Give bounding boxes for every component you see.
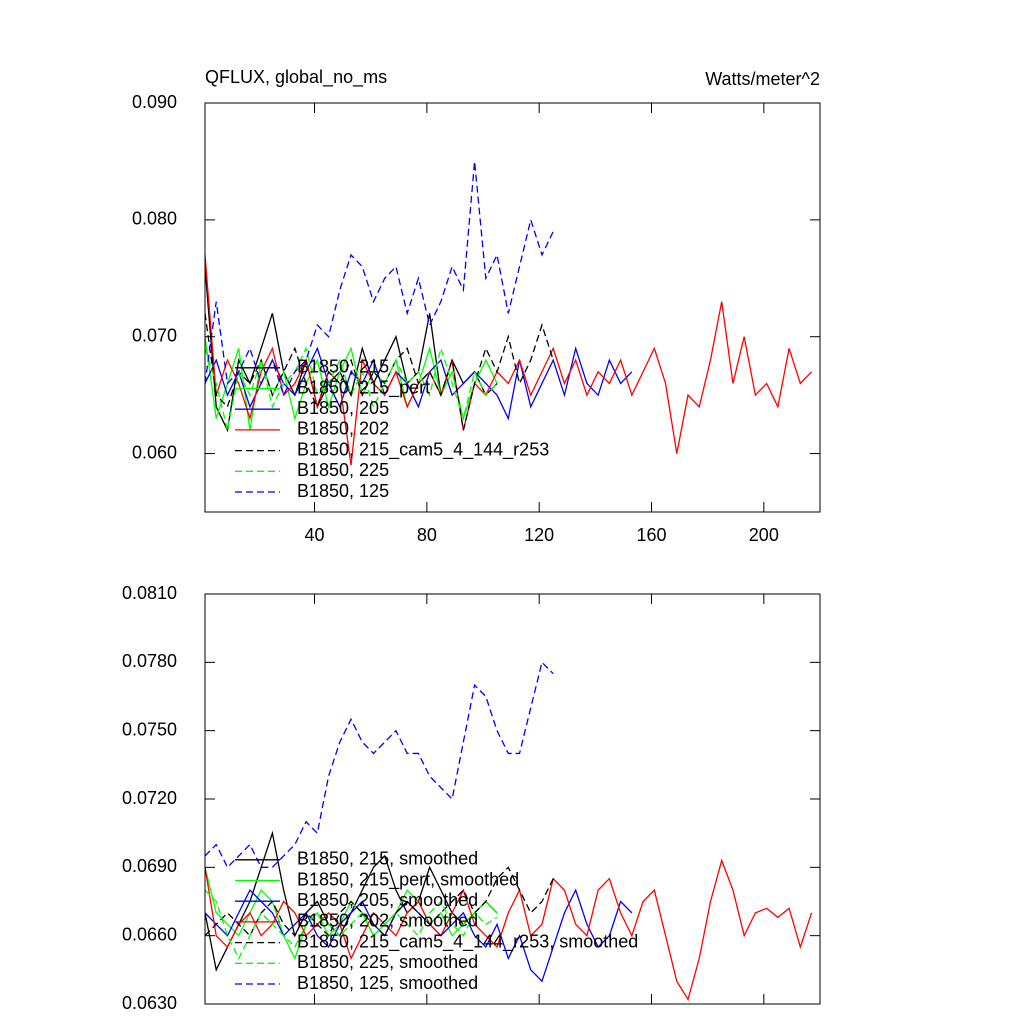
legend-label: B1850, 125, smoothed <box>297 973 478 993</box>
x-tick-label: 40 <box>305 525 325 545</box>
series-line <box>205 888 633 983</box>
y-tick-label: 0.0660 <box>122 924 177 944</box>
series-line <box>205 889 498 960</box>
series-line <box>205 858 813 1002</box>
y-tick-label: 0.0690 <box>122 856 177 876</box>
y-tick-label: 0.080 <box>132 209 177 229</box>
y-tick-label: 0.090 <box>132 92 177 112</box>
legend-label: B1850, 215_cam5_4_144_r253, smoothed <box>297 931 638 952</box>
y-tick-label: 0.0780 <box>122 651 177 671</box>
units-label: Watts/meter^2 <box>705 69 820 89</box>
x-tick-label: 200 <box>749 525 779 545</box>
series-line <box>205 161 554 397</box>
series-line <box>205 661 554 869</box>
legend-label: B1850, 215_cam5_4_144_r253 <box>297 439 549 460</box>
series-line <box>205 866 554 937</box>
legend-label: B1850, 125 <box>297 481 389 501</box>
y-tick-label: 0.070 <box>132 325 177 345</box>
x-tick-label: 120 <box>524 525 554 545</box>
series-line <box>205 313 554 431</box>
chart-title: QFLUX, global_no_ms <box>205 67 387 88</box>
y-tick-label: 0.0720 <box>122 788 177 808</box>
series-line <box>205 336 498 431</box>
x-tick-label: 80 <box>417 525 437 545</box>
legend-label: B1850, 215_pert <box>297 377 430 398</box>
plot-frame <box>204 102 821 513</box>
legend-label: B1850, 205 <box>297 398 389 418</box>
legend-label: B1850, 202, smoothed <box>297 911 478 931</box>
legend-label: B1850, 205, smoothed <box>297 890 478 910</box>
y-tick-label: 0.0750 <box>122 719 177 739</box>
legend-label: B1850, 202 <box>297 419 389 439</box>
legend-label: B1850, 215 <box>297 357 389 377</box>
series-line <box>205 345 498 431</box>
legend-label: B1850, 215_pert, smoothed <box>297 869 519 890</box>
legend-label: B1850, 225 <box>297 460 389 480</box>
legend-label: B1850, 225, smoothed <box>297 952 478 972</box>
y-tick-label: 0.0810 <box>122 583 177 603</box>
y-tick-label: 0.0630 <box>122 993 177 1013</box>
x-tick-label: 160 <box>636 525 666 545</box>
series-line <box>205 254 813 466</box>
y-tick-label: 0.060 <box>132 442 177 462</box>
legend-label: B1850, 215, smoothed <box>297 849 478 869</box>
